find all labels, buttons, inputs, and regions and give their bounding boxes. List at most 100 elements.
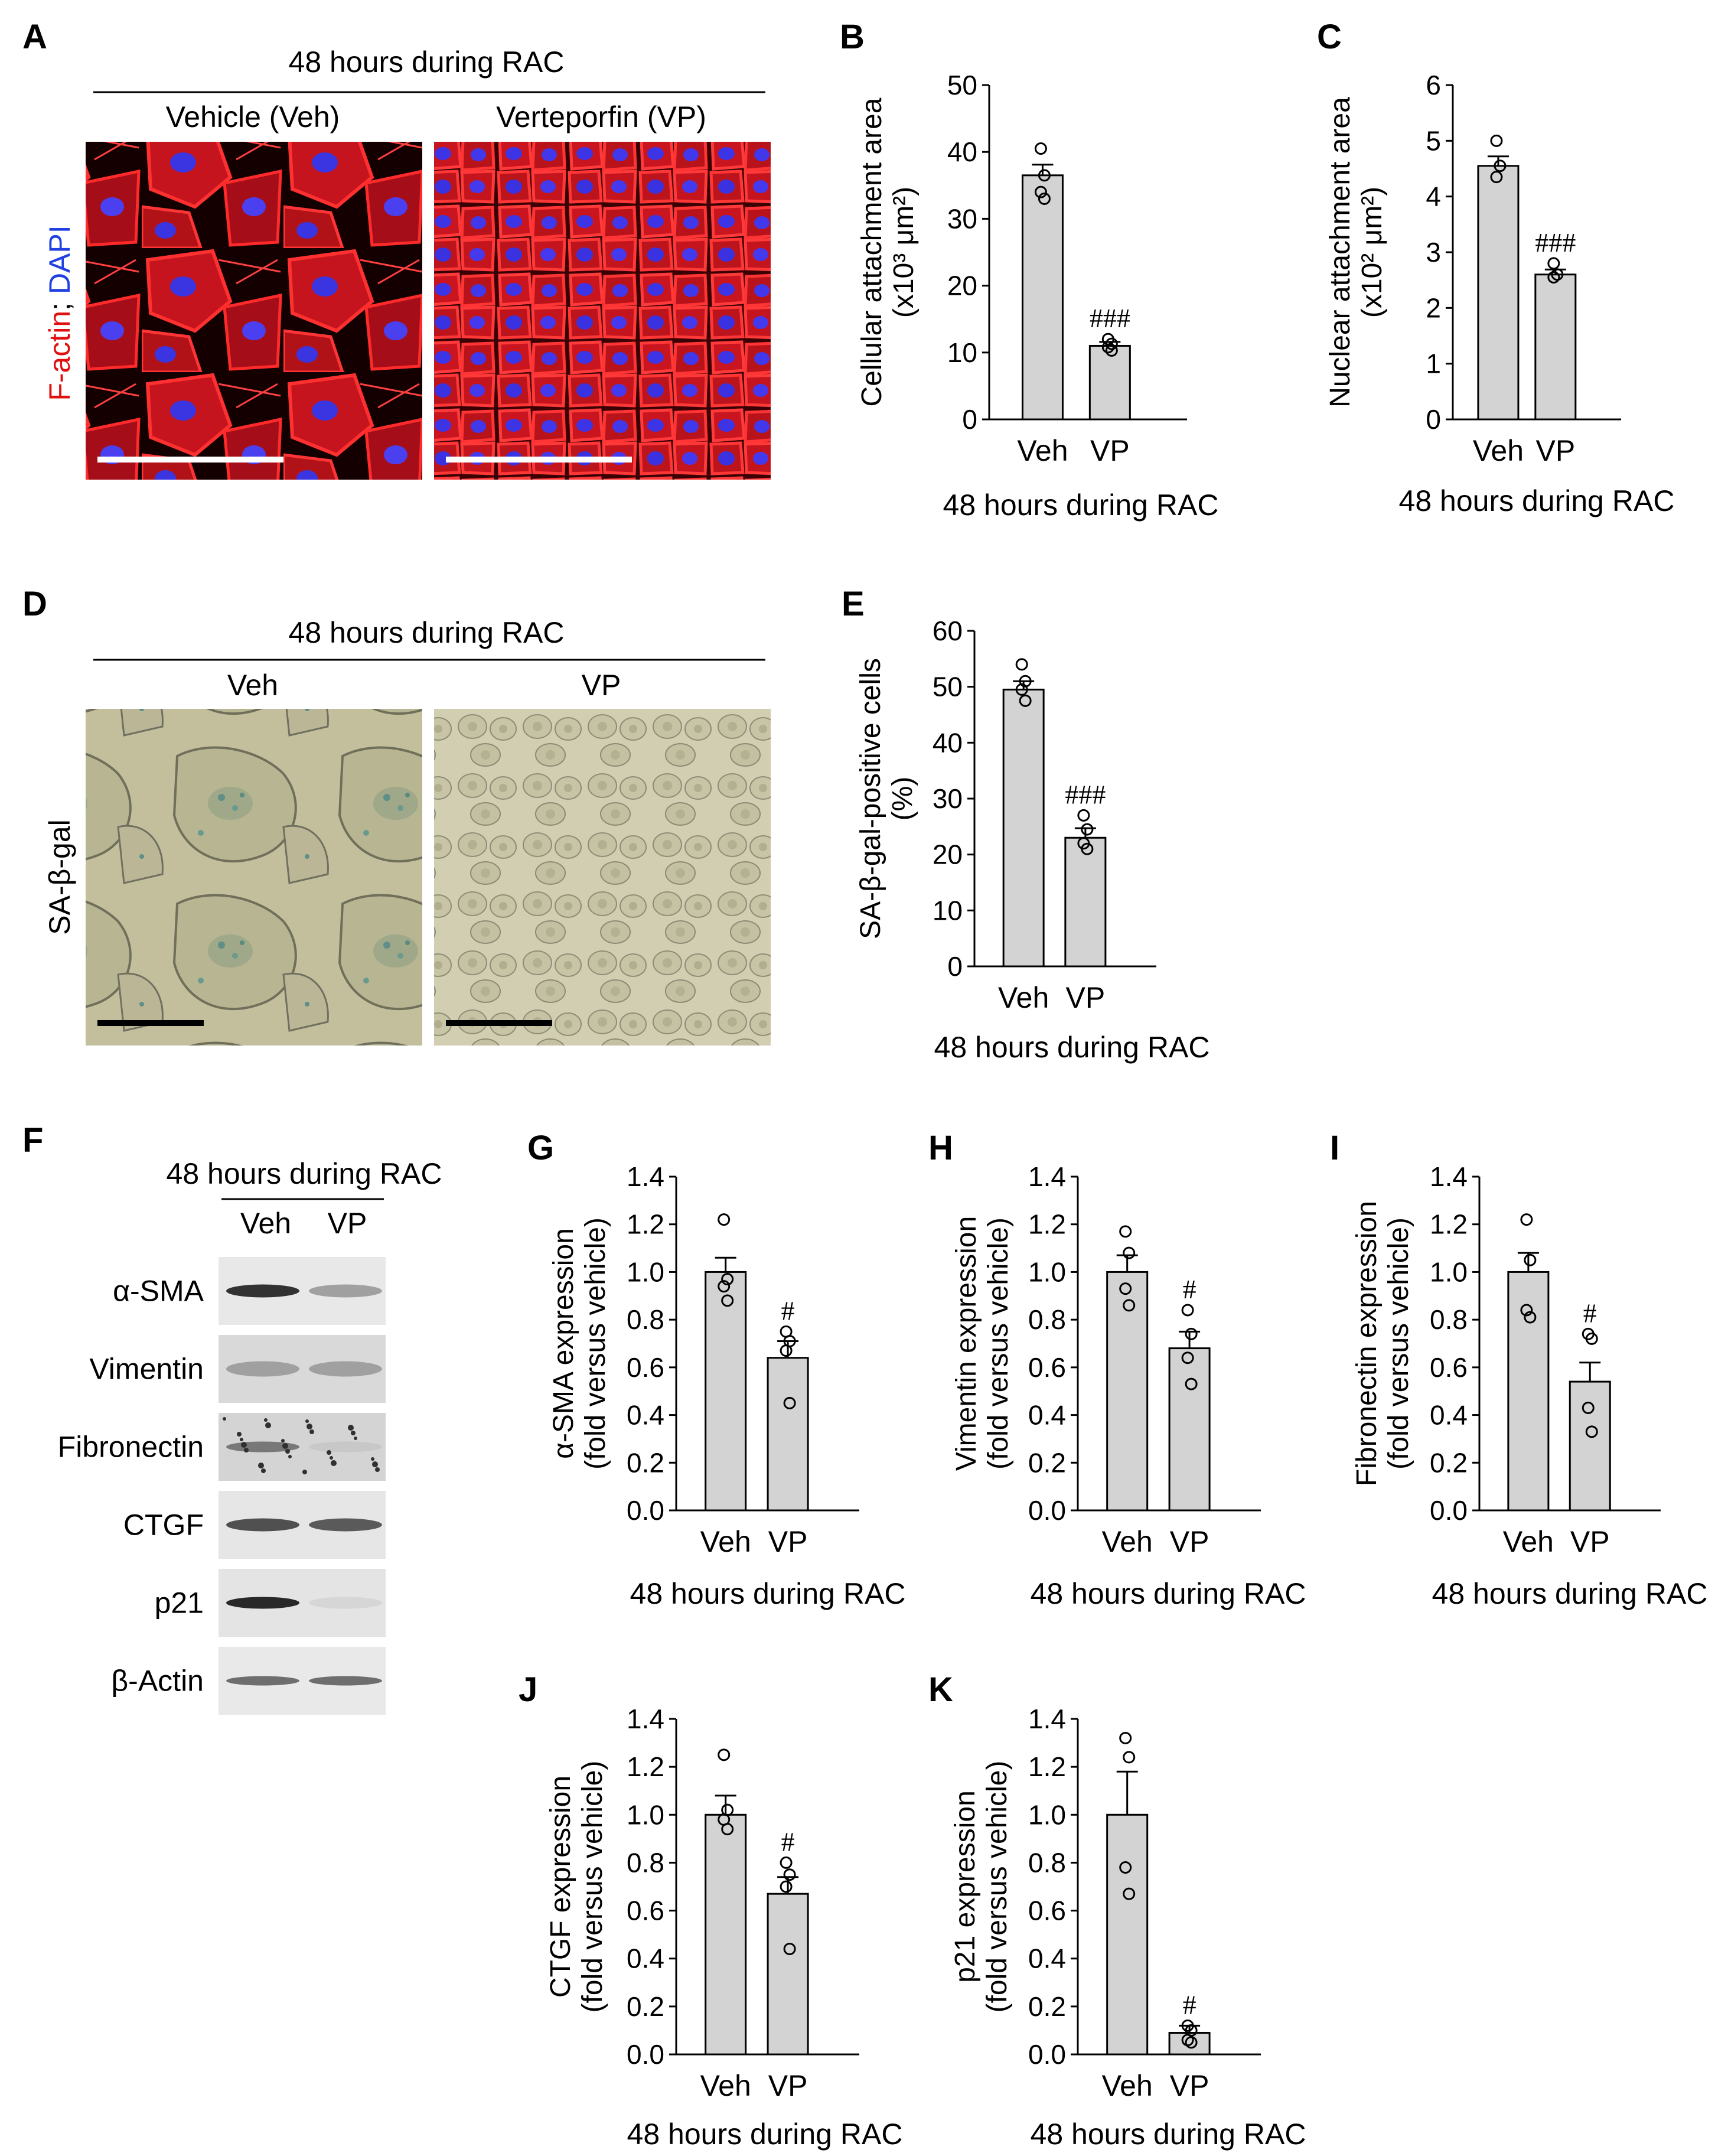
blot-speckle (264, 1418, 268, 1422)
data-point-vp (1185, 1327, 1198, 1340)
blot-speckle (307, 1424, 312, 1429)
panel-d-letter: D (22, 585, 47, 623)
y-tick-label: 1.2 (1028, 1751, 1066, 1782)
panel-f-col-label-vp: VP (328, 1207, 367, 1240)
x-axis-label: 48 hours during RAC (627, 2118, 903, 2151)
data-point-veh (1123, 1246, 1136, 1259)
y-tick-label: 40 (933, 727, 963, 758)
y-tick-label: 0.6 (627, 1352, 664, 1383)
x-tick-label-vp: VP (1170, 2069, 1209, 2102)
panel-g-letter: G (527, 1129, 554, 1167)
data-point-vp (1547, 257, 1560, 270)
panel-d-stain-label: SA-β-gal (43, 819, 76, 934)
data-point-vp (1081, 842, 1094, 855)
chart-h: H 0.0 0.2 0.4 0.6 0.8 1.0 1.2 1.4 Vimentin expres… (928, 1129, 1306, 1610)
y-axis-label-line: (fold versus vehicle) (983, 1217, 1014, 1470)
data-point-veh (1119, 1225, 1132, 1238)
data-point-vp (1181, 1304, 1194, 1317)
blot-speckle (282, 1443, 288, 1449)
y-tick-label: 1.0 (1028, 1799, 1066, 1830)
y-tick-label: 0.8 (1430, 1304, 1468, 1335)
data-point-vp (1585, 1425, 1598, 1438)
bar-vp (767, 1357, 809, 1512)
y-axis-label-line: Vimentin expression (951, 1216, 982, 1471)
blot-speckle (223, 1417, 226, 1421)
blot-speckle (281, 1439, 285, 1442)
data-point-veh (1038, 169, 1051, 182)
chart-e: E 0 10 20 30 40 50 60 SA-β-gal-positive cells(%)… (842, 585, 1209, 1064)
blot-label-fibronectin: Fibronectin (58, 1431, 204, 1464)
scale-bar (97, 457, 283, 463)
chart-g: G 0.0 0.2 0.4 0.6 0.8 1.0 1.2 1.4 α-SMA expressio… (527, 1129, 905, 1610)
data-point-vp (1547, 271, 1560, 284)
data-point-veh (1494, 159, 1507, 172)
y-tick-label: 2 (1426, 292, 1441, 323)
blot-speckle (261, 1468, 266, 1473)
y-axis-label-line: (fold versus vehicle) (577, 1761, 608, 2013)
blot-speckle (240, 1438, 243, 1441)
data-point-veh (718, 1280, 731, 1293)
y-axis-label-line: (x10² μm²) (1357, 187, 1388, 318)
panel-d-header: 48 hours during RAC (289, 616, 565, 649)
x-tick-label-veh: Veh (1017, 434, 1068, 467)
chart-c: C 0 1 2 3 4 5 6 Nuclear attachment area(x10² μm²… (1317, 18, 1674, 517)
blot-speckle (309, 1429, 314, 1434)
data-point-veh (1123, 1887, 1136, 1900)
y-tick-label: 0.4 (627, 1400, 664, 1431)
data-point-vp (783, 1868, 796, 1881)
panel-f-letter: F (22, 1121, 43, 1160)
x-tick-label-veh: Veh (1473, 434, 1524, 467)
panel-a-letter: A (22, 18, 47, 56)
data-point-veh (1490, 171, 1503, 184)
data-point-vp (1582, 1401, 1595, 1414)
data-point-veh (1015, 683, 1028, 696)
data-point-veh (721, 1823, 734, 1836)
y-tick-label: 0.4 (1430, 1400, 1468, 1431)
data-point-vp (1181, 1351, 1194, 1364)
x-tick-label-veh: Veh (700, 2069, 751, 2102)
data-point-veh (1019, 694, 1032, 707)
y-axis-label-line: SA-β-gal-positive cells (855, 658, 886, 939)
y-tick-label: 0.8 (627, 1847, 664, 1878)
x-tick-label-veh: Veh (1503, 1525, 1554, 1558)
label-separator: ; (43, 294, 76, 311)
x-tick-label-veh: Veh (998, 981, 1049, 1014)
blot-speckle (354, 1437, 357, 1440)
significance-marker: # (781, 1295, 795, 1325)
data-point-vp (1105, 337, 1118, 350)
x-tick-label-vp: VP (1170, 1525, 1209, 1558)
x-tick-label-vp: VP (768, 1525, 808, 1558)
panel-b-letter: B (840, 18, 865, 56)
micrograph-vehicle-sabgal (86, 709, 422, 1046)
bar-veh (1106, 1813, 1149, 2056)
scale-bar (446, 1020, 552, 1026)
x-axis-label: 48 hours during RAC (1432, 1577, 1708, 1610)
blot-speckle (327, 1450, 331, 1455)
y-axis-label-line: α-SMA expression (548, 1228, 579, 1459)
blot-speckle (241, 1442, 247, 1448)
y-tick-label: 0.6 (1028, 1896, 1066, 1926)
data-point-vp (783, 1942, 796, 1955)
blot-label-vimentin: Vimentin (89, 1353, 204, 1386)
data-point-veh (1119, 1282, 1132, 1295)
y-tick-label: 0.0 (627, 2039, 664, 2070)
y-tick-label: 20 (947, 271, 977, 301)
blot-label-ctgf: CTGF (123, 1509, 204, 1542)
y-tick-label: 0.2 (1430, 1447, 1468, 1478)
blot-speckle (305, 1419, 309, 1423)
bar-vp (1569, 1380, 1611, 1512)
chart-i: I 0.0 0.2 0.4 0.6 0.8 1.0 1.2 1.4 Fibronectin exp… (1330, 1129, 1707, 1610)
blot-band--actin-vp (309, 1676, 382, 1686)
y-axis-label-line: (fold versus vehicle) (1383, 1217, 1414, 1470)
bar-vp (1064, 836, 1107, 968)
x-tick-label-vp: VP (1570, 1525, 1610, 1558)
y-tick-label: 0.8 (627, 1304, 664, 1335)
data-point-veh (1490, 134, 1503, 147)
significance-marker: ### (1065, 779, 1106, 809)
blot-band-ctgf-vp (309, 1518, 382, 1532)
blot-band-vimentin-veh (226, 1361, 299, 1377)
x-tick-label-veh: Veh (1102, 1525, 1153, 1558)
blot-band--actin-veh (226, 1676, 299, 1686)
y-tick-label: 0 (1426, 404, 1441, 435)
